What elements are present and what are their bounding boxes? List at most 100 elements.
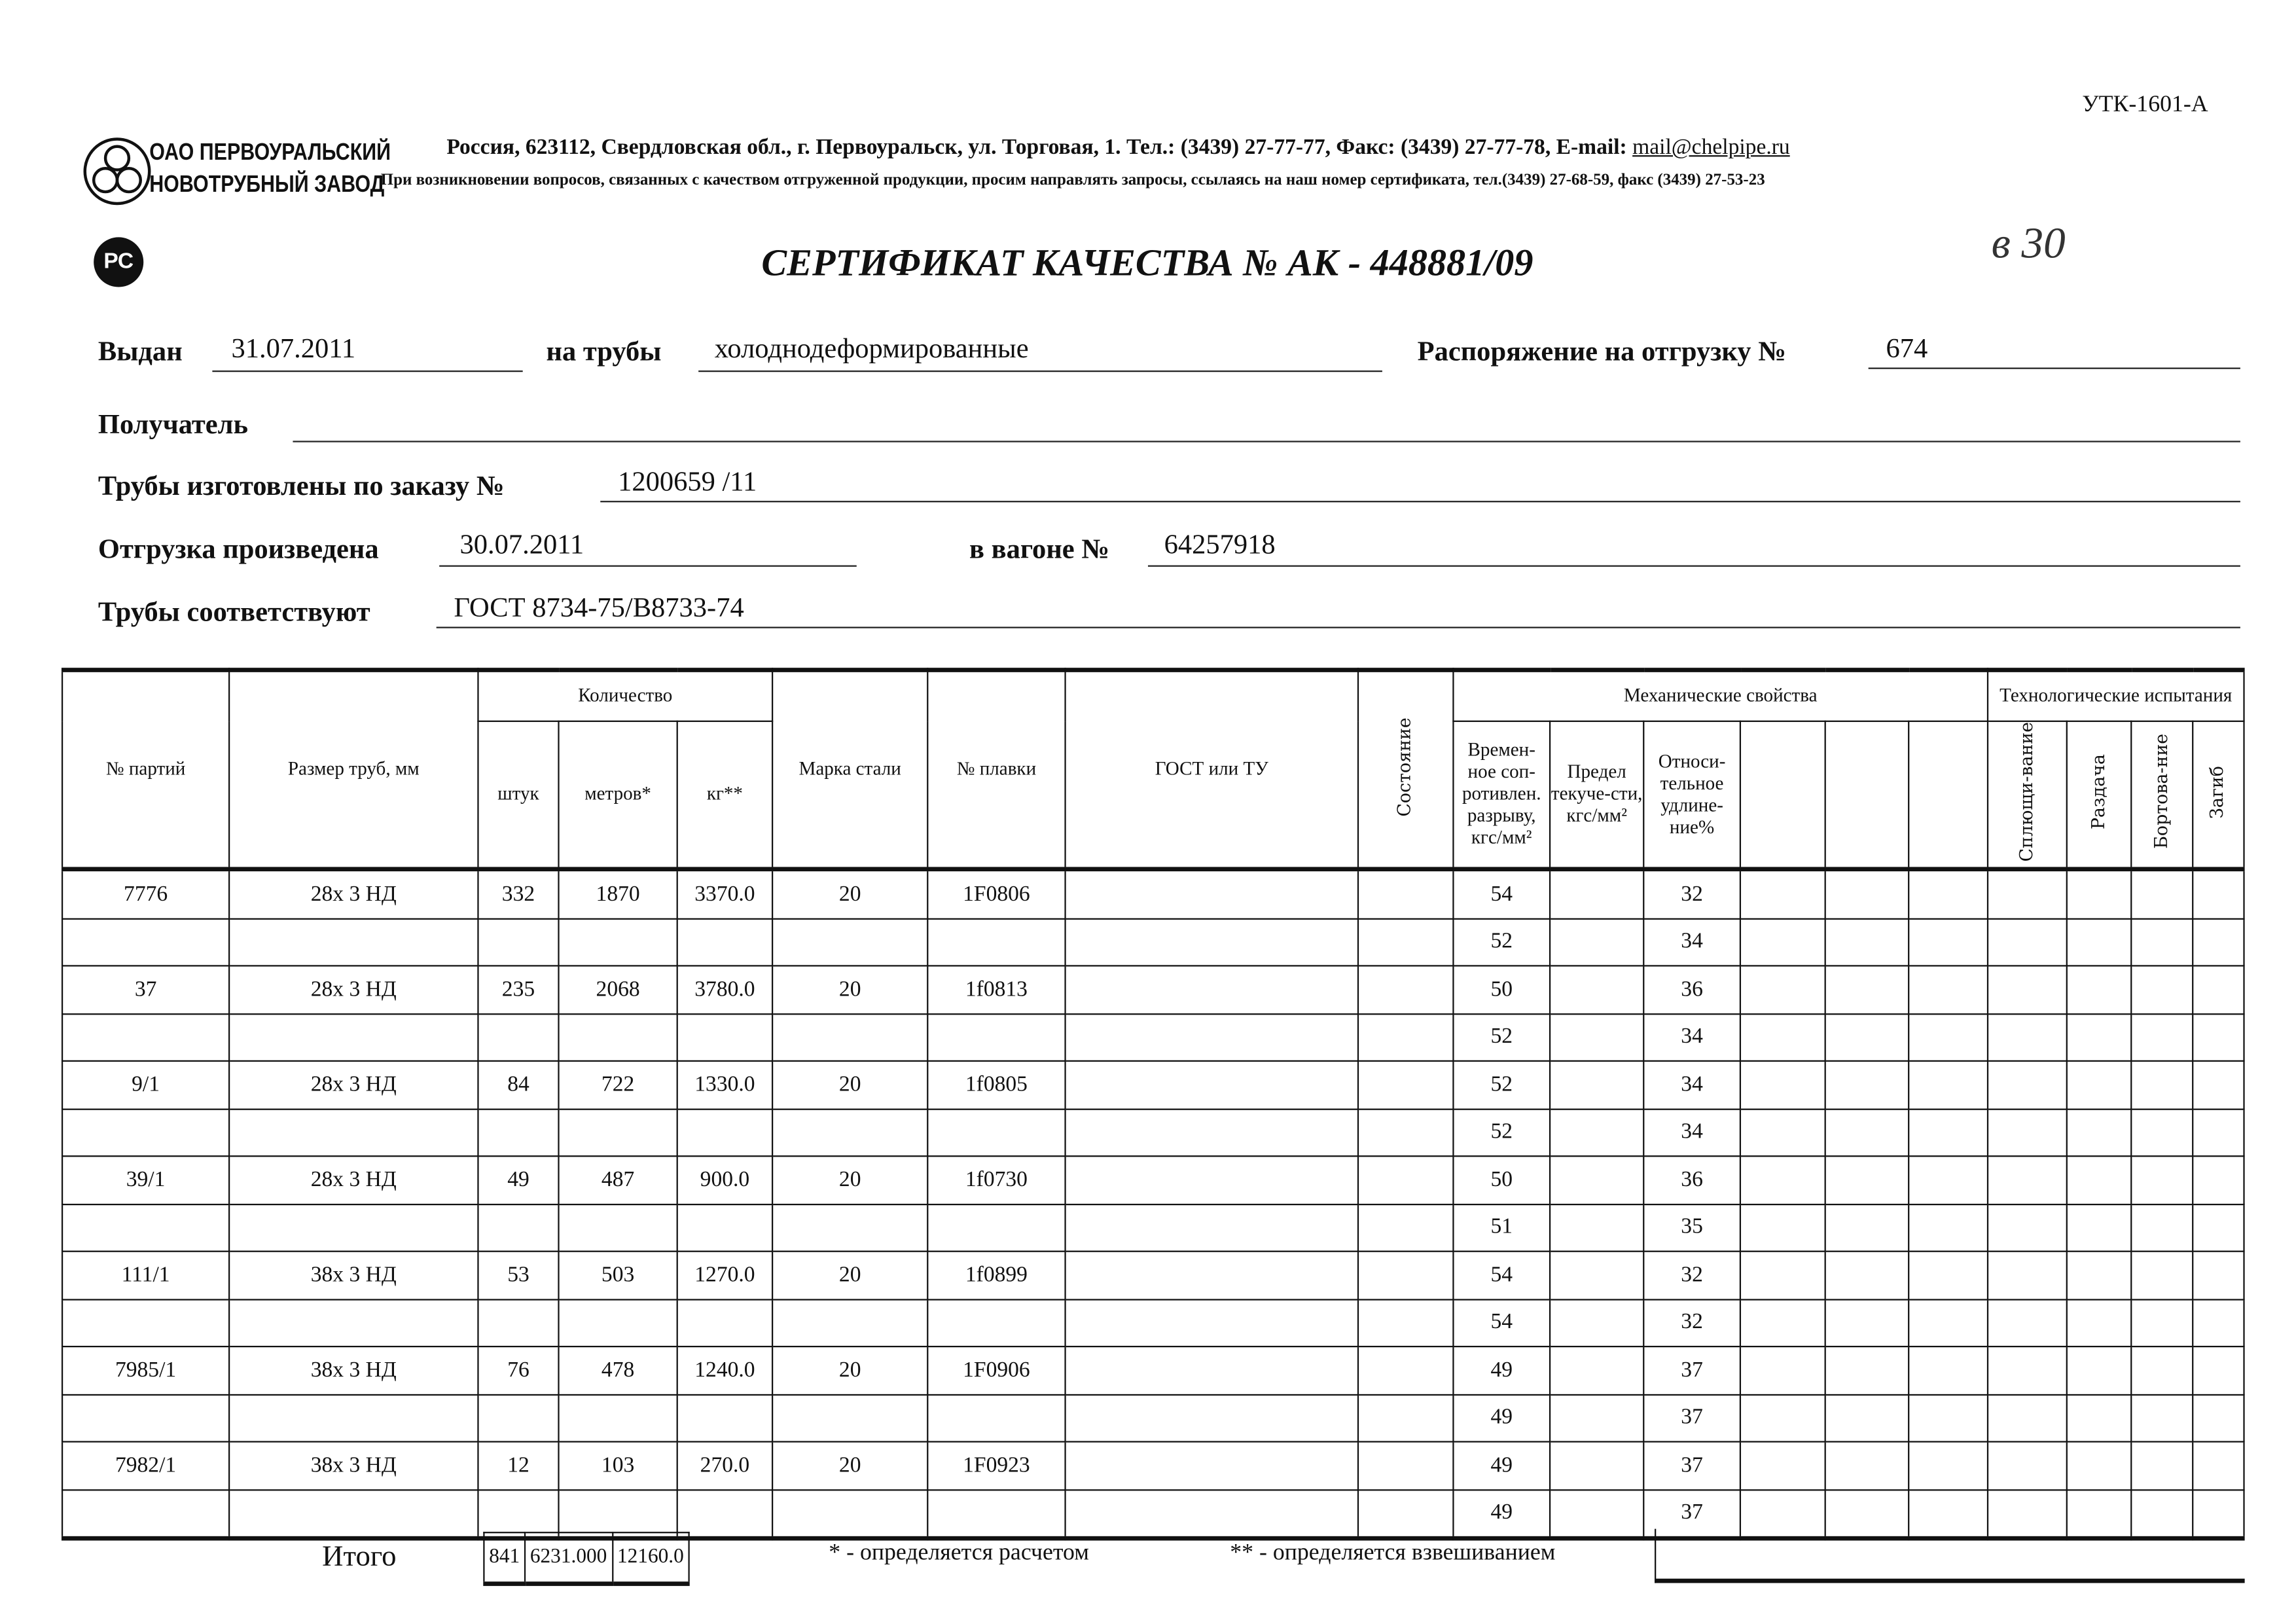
cell [477,1394,560,1443]
table-row: 7985/1 38х 3 НД 76 478 1240.0 20 1F0906 49 37 [61,1346,2245,1396]
cell [2066,1394,2132,1443]
cell: 84 [477,1060,560,1110]
cell: 51 [1452,1203,1551,1253]
cell [1549,1489,1645,1540]
cell [1986,1060,2068,1110]
cell [1986,1013,2068,1062]
table-row: 7982/1 38х 3 НД 12 103 270.0 20 1F0923 49 37 [61,1441,2245,1491]
table-row: 51 35 [61,1203,2245,1253]
cell: 7776 [61,869,230,920]
cell [2130,1441,2194,1491]
cell [1739,1156,1826,1205]
cell: 1F0806 [927,869,1066,920]
cell: 20 [772,1156,929,1205]
cell [2130,1156,2194,1205]
cell [1908,1441,1989,1491]
header-bend: Загиб [2192,720,2245,871]
cell: 503 [558,1251,678,1301]
cell [1986,1346,2068,1396]
cell [477,1299,560,1348]
cell [477,1489,560,1540]
cell: 1F0923 [927,1441,1066,1491]
cell [558,1394,678,1443]
cell: 49 [1452,1394,1551,1443]
cell [1986,918,2068,967]
cell [927,1394,1066,1443]
cell: 12 [477,1441,560,1491]
cell [228,1203,479,1253]
cell: 20 [772,1346,929,1396]
cell [1824,1013,1910,1062]
cell [1908,1299,1989,1348]
cell: 38х 3 НД [228,1346,479,1396]
total-kg: 12160.0 [611,1532,690,1586]
cell: 54 [1452,869,1551,920]
header-meters: метров* [558,720,678,871]
cell [2192,1394,2245,1443]
cell: 20 [772,965,929,1015]
email-link[interactable]: mail@chelpipe.ru [1632,136,1790,160]
cell: 1f0805 [927,1060,1066,1110]
cell [2066,1156,2132,1205]
cell: 1240.0 [676,1346,774,1396]
address-text: Россия, 623112, Свердловская обл., г. Пе… [446,136,1633,160]
cell [2192,1489,2245,1540]
cell [1824,1346,1910,1396]
shipping-order-number: 674 [1886,334,1928,365]
cell [1908,1013,1989,1062]
cell [1739,1013,1826,1062]
cell [2192,1013,2245,1062]
cell [1549,1346,1645,1396]
cell: 332 [477,869,560,920]
header-kg: кг** [676,720,774,871]
cell [2130,1060,2194,1110]
cell [61,1489,230,1540]
cell [2192,1299,2245,1348]
header-tensile: Времен-ное соп-ротивлен. разрыву, кгс/мм… [1452,720,1551,871]
table-row: 39/1 28х 3 НД 49 487 900.0 20 1f0730 50 36 [61,1156,2245,1205]
cell [1908,1251,1989,1301]
cell [1739,1394,1826,1443]
note-weighed: ** - определяется взвешиванием [1230,1540,1556,1566]
cell [927,1108,1066,1158]
cell [772,1013,929,1062]
cell [1549,1156,1645,1205]
cell [2192,1108,2245,1158]
handwritten-note: в 30 [1991,219,2066,268]
cell [1824,1251,1910,1301]
cell: 3780.0 [676,965,774,1015]
cell [1986,1394,2068,1443]
table-row: 7776 28х 3 НД 332 1870 3370.0 20 1F0806 54 32 [61,869,2245,920]
cell [228,1394,479,1443]
cell [676,1108,774,1158]
cell [1549,869,1645,920]
cell [2130,965,2194,1015]
cell [477,918,560,967]
cell [1739,1203,1826,1253]
cell: 1330.0 [676,1060,774,1110]
cell [2130,1346,2194,1396]
cell [1739,1299,1826,1348]
cell [2066,1489,2132,1540]
cell [2066,869,2132,920]
cell [1357,1489,1454,1540]
cell [2066,918,2132,967]
cell [1986,1441,2068,1491]
cell [2192,1441,2245,1491]
header-mechanical: Механические свойства [1452,669,1989,722]
cell [1357,1060,1454,1110]
order-label: Распоряжение на отгрузку № [1417,336,1786,368]
cell [1908,1060,1989,1110]
cell [558,918,678,967]
wagon-label: в вагоне № [969,534,1110,566]
cell [1739,918,1826,967]
table-row: 9/1 28х 3 НД 84 722 1330.0 20 1f0805 52 34 [61,1060,2245,1110]
header-quantity: Количество [477,669,774,722]
cell [2192,1203,2245,1253]
issued-date: 31.07.2011 [231,334,356,365]
cell [1549,1108,1645,1158]
cell [1986,1203,2068,1253]
header-party: № партий [61,669,230,871]
cell: 7985/1 [61,1346,230,1396]
cell [2066,1060,2132,1110]
